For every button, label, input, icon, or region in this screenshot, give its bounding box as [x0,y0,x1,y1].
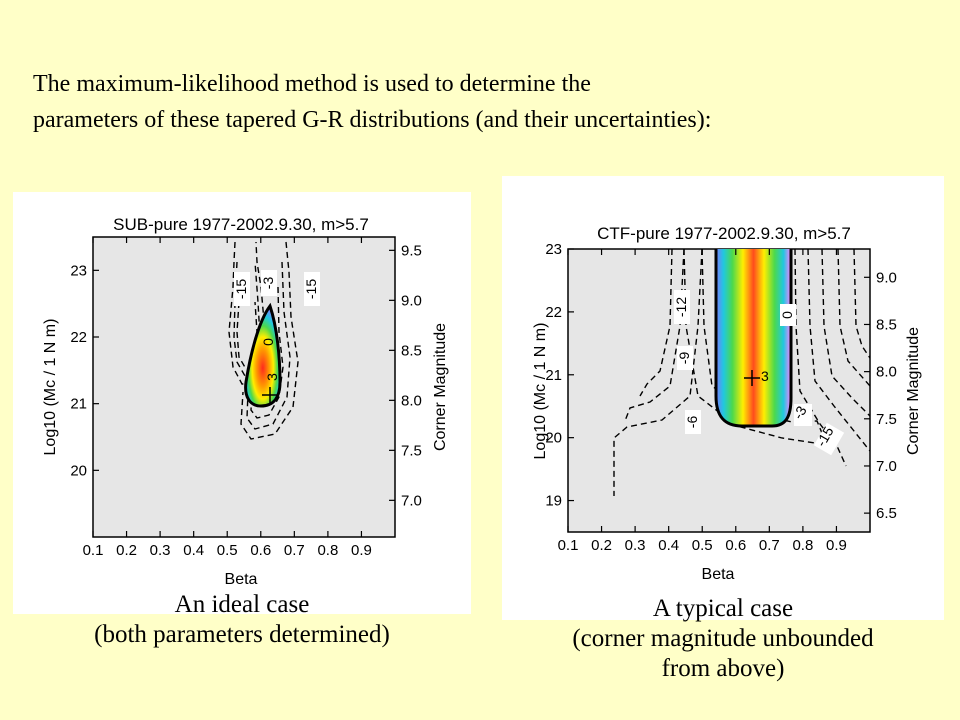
contour-line [837,249,870,387]
contour-label: -3 [260,277,276,290]
caption-right: A typical case (corner magnitude unbound… [502,594,944,684]
y2-tick-label: 9.0 [876,269,897,286]
y2-tick-label: 7.5 [876,411,897,428]
contour-label: -15 [233,279,249,299]
contour-line [240,241,299,440]
caption-line: A typical case [652,595,794,622]
slide-heading: The maximum-likelihood method is used to… [33,66,948,138]
x-tick-label: 0.2 [116,542,137,559]
contour-label: 3 [264,373,280,381]
x-tick-label: 0.4 [658,537,679,554]
axes-left: 0.1 0.2 0.3 0.4 0.5 0.6 0.7 0.8 0.9 20 21 22 23 7.0 7.… [70,237,422,559]
x-tick-label: 0.4 [183,542,204,559]
heading-line-1: The maximum-likelihood method is used to… [33,71,591,97]
likelihood-fill [244,302,282,408]
contour-label: -6 [684,416,700,429]
x-tick-label: 0.7 [759,537,780,554]
contour-label: -9 [676,352,692,365]
y2-tick-label: 8.5 [401,342,422,359]
y2-tick-label: 7.0 [401,492,422,509]
x-tick-label: 0.6 [250,542,271,559]
x-tick-label: 0.8 [317,542,338,559]
figure-panel-right: CTF-pure 1977-2002.9.30, m>5.7 -12 0 3 [502,176,944,620]
x-tick-label: 0.3 [625,537,646,554]
x-tick-label: 0.5 [692,537,713,554]
x-axis-label: Beta [702,566,735,583]
x-tick-label: 0.9 [351,542,372,559]
x-tick-label: 0.1 [83,542,104,559]
y2-tick-label: 8.0 [401,392,422,409]
y-tick-label: 21 [545,367,562,384]
contours [613,249,870,496]
y-tick-label: 23 [70,262,87,279]
x-tick-label: 0.5 [217,542,238,559]
y2-tick-label: 9.5 [401,242,422,259]
y2-tick-label: 8.5 [876,316,897,333]
y2-tick-label: 8.0 [876,364,897,381]
caption-line: (both parameters determined) [94,621,390,648]
heading-line-2: parameters of these tapered G-R distribu… [33,107,712,133]
contour-labels: -12 0 3 -9 -6 -3 -15 [673,290,845,456]
x-tick-label: 0.6 [725,537,746,554]
x-tick-label: 0.9 [826,537,847,554]
y-tick-label: 19 [545,493,562,510]
axes-right: 0.1 0.2 0.3 0.4 0.5 0.6 0.7 0.8 0.9 19 20 21 22 23 6.5… [545,241,897,554]
y-tick-label: 21 [70,396,87,413]
y2-tick-label: 6.5 [876,505,897,522]
contour-labels: -15 -3 -15 0 3 [233,270,320,381]
contour-label: 3 [761,368,769,384]
y-axis-label: Log10 (Mc / 1 N m) [532,323,549,460]
contour-line [853,249,870,359]
contour-label: -12 [673,297,689,317]
contour-label: 0 [779,311,795,319]
contour-label: -15 [303,279,319,299]
maximum-marker [262,387,278,403]
contour-plot-left: SUB-pure 1977-2002.9.30, m>5.7 -15 -3 -1… [42,215,449,588]
contours [228,241,299,440]
x-tick-label: 0.7 [284,542,305,559]
contour-plot-right: CTF-pure 1977-2002.9.30, m>5.7 -12 0 3 [532,224,922,583]
contour-line [639,249,673,397]
y-tick-label: 20 [70,462,87,479]
chart-title: SUB-pure 1977-2002.9.30, m>5.7 [113,215,369,234]
x-axis-label: Beta [225,571,258,588]
y2-axis-label: Corner Magnitude [905,327,922,455]
maximum-marker [744,370,760,386]
figure-panel-left: SUB-pure 1977-2002.9.30, m>5.7 -15 -3 -1… [13,192,471,614]
x-tick-label: 0.8 [792,537,813,554]
contour-line [821,249,870,417]
y-tick-label: 20 [545,430,562,447]
y-tick-label: 22 [70,329,87,346]
contour-label: 0 [260,338,276,346]
y-axis-label: Log10 (Mc / 1 N m) [42,319,59,456]
y-tick-label: 23 [545,241,562,258]
y2-axis-label: Corner Magnitude [432,323,449,451]
chart-title: CTF-pure 1977-2002.9.30, m>5.7 [597,224,851,243]
caption-left: An ideal case (both parameters determine… [13,590,471,650]
contour-line [613,249,703,496]
contour-line [807,249,870,452]
y2-tick-label: 7.5 [401,442,422,459]
contour-line [250,286,284,419]
y2-tick-label: 7.0 [876,458,897,475]
y2-tick-label: 9.0 [401,292,422,309]
caption-line: An ideal case [174,591,310,618]
contour-line [246,261,291,430]
caption-line: (corner magnitude unbounded [572,625,874,652]
x-tick-label: 0.2 [591,537,612,554]
x-tick-label: 0.1 [558,537,579,554]
caption-line: from above) [661,655,785,682]
y-tick-label: 22 [545,304,562,321]
likelihood-fill [714,249,793,428]
x-tick-label: 0.3 [150,542,171,559]
